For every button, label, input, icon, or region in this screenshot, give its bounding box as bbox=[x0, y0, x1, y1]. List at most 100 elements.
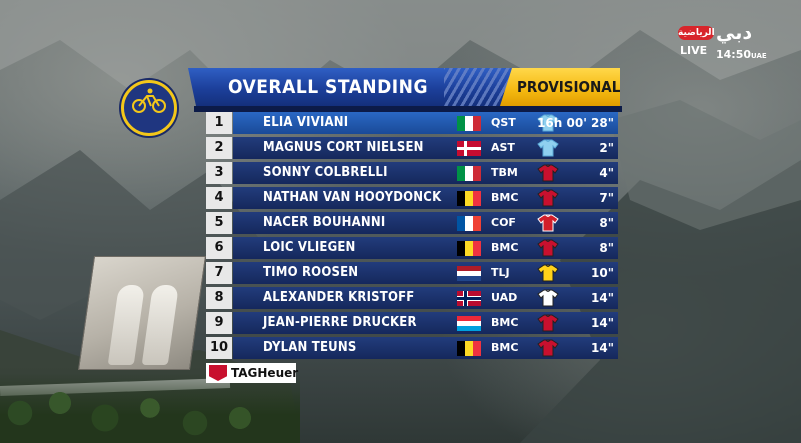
position: 3 bbox=[206, 162, 232, 184]
table-row: 5 NACER BOUHANNI COF 8" bbox=[206, 212, 618, 234]
jersey-icon bbox=[537, 164, 559, 182]
jersey-icon bbox=[537, 139, 559, 157]
row-bar: NATHAN VAN HOOYDONCK BMC 7" bbox=[233, 187, 618, 209]
jersey-icon bbox=[537, 314, 559, 332]
team-code: BMC bbox=[491, 341, 519, 354]
cyclist-icon bbox=[132, 88, 166, 113]
table-row: 8 ALEXANDER KRISTOFF UAD 14" bbox=[206, 287, 618, 309]
italy-flag-icon bbox=[457, 116, 481, 131]
jersey-icon bbox=[537, 189, 559, 207]
clock: 14:50UAE bbox=[716, 44, 768, 67]
rider-name: JEAN-PIERRE DRUCKER bbox=[263, 315, 417, 330]
broadcaster-logo: الرياضية دبي LIVE 14:50UAE bbox=[676, 22, 772, 62]
rider-name: TIMO ROOSEN bbox=[263, 265, 359, 280]
position: 7 bbox=[206, 262, 232, 284]
team-code: AST bbox=[491, 141, 515, 154]
table-row: 3 SONNY COLBRELLI TBM 4" bbox=[206, 162, 618, 184]
status-label: PROVISIONAL bbox=[517, 78, 621, 96]
row-bar: ELIA VIVIANI QST 16h 00' 28" bbox=[233, 112, 618, 134]
tour-badge bbox=[121, 80, 177, 136]
gap-time: 10" bbox=[591, 266, 614, 280]
team-code: TBM bbox=[491, 166, 518, 179]
denmark-flag-icon bbox=[457, 141, 481, 156]
jersey-icon bbox=[537, 264, 559, 282]
jersey-icon bbox=[537, 289, 559, 307]
position: 10 bbox=[206, 337, 232, 359]
gap-time: 16h 00' 28" bbox=[537, 116, 614, 130]
table-row: 1 ELIA VIVIANI QST 16h 00' 28" bbox=[206, 112, 618, 134]
table-row: 7 TIMO ROOSEN TLJ 10" bbox=[206, 262, 618, 284]
channel-arabic-label: الرياضية bbox=[678, 26, 715, 40]
belgium-flag-icon bbox=[457, 191, 481, 206]
sponsor-name: TAGHeuer bbox=[231, 366, 299, 380]
row-bar: SONNY COLBRELLI TBM 4" bbox=[233, 162, 618, 184]
table-row: 4 NATHAN VAN HOOYDONCK BMC 7" bbox=[206, 187, 618, 209]
italy-flag-icon bbox=[457, 166, 481, 181]
rider-name: NACER BOUHANNI bbox=[263, 215, 386, 230]
position: 2 bbox=[206, 137, 232, 159]
team-code: UAD bbox=[491, 291, 518, 304]
team-code: BMC bbox=[491, 191, 519, 204]
position: 4 bbox=[206, 187, 232, 209]
france-flag-icon bbox=[457, 216, 481, 231]
gap-time: 2" bbox=[599, 141, 614, 155]
jersey-icon bbox=[537, 239, 559, 257]
gap-time: 14" bbox=[591, 316, 614, 330]
jersey-icon bbox=[537, 339, 559, 357]
gap-time: 14" bbox=[591, 341, 614, 355]
team-code: BMC bbox=[491, 316, 519, 329]
table-row: 6 LOIC VLIEGEN BMC 8" bbox=[206, 237, 618, 259]
norway-flag-icon bbox=[457, 291, 481, 306]
gap-time: 8" bbox=[599, 216, 614, 230]
rider-name: NATHAN VAN HOOYDONCK bbox=[263, 190, 442, 205]
belgium-flag-icon bbox=[457, 341, 481, 356]
standings-title: OVERALL STANDING bbox=[228, 76, 428, 98]
rider-name: ELIA VIVIANI bbox=[263, 115, 349, 130]
position: 6 bbox=[206, 237, 232, 259]
luxembourg-flag-icon bbox=[457, 316, 481, 331]
header-stripes bbox=[444, 68, 512, 106]
row-bar: LOIC VLIEGEN BMC 8" bbox=[233, 237, 618, 259]
team-code: BMC bbox=[491, 241, 519, 254]
sponsor-logo: TAGHeuer bbox=[206, 363, 299, 383]
trees bbox=[0, 373, 300, 443]
clock-timezone: UAE bbox=[751, 52, 767, 60]
rider-name: ALEXANDER KRISTOFF bbox=[263, 290, 415, 305]
gap-time: 7" bbox=[599, 191, 614, 205]
row-bar: DYLAN TEUNS BMC 14" bbox=[233, 337, 618, 359]
sponsor-shield-icon bbox=[209, 365, 227, 381]
position: 8 bbox=[206, 287, 232, 309]
position: 5 bbox=[206, 212, 232, 234]
rider-name: SONNY COLBRELLI bbox=[263, 165, 388, 180]
status-panel bbox=[500, 68, 620, 106]
table-row: 10 DYLAN TEUNS BMC 14" bbox=[206, 337, 618, 359]
jersey-icon bbox=[537, 214, 559, 232]
gap-time: 14" bbox=[591, 291, 614, 305]
standings-table: 1 ELIA VIVIANI QST 16h 00' 28" 2 MAGNUS CORT … bbox=[206, 112, 618, 362]
channel-logo-text: دبي bbox=[716, 22, 753, 44]
row-bar: NACER BOUHANNI COF 8" bbox=[233, 212, 618, 234]
team-code: COF bbox=[491, 216, 516, 229]
header-underline bbox=[194, 106, 622, 112]
row-bar: JEAN-PIERRE DRUCKER BMC 14" bbox=[233, 312, 618, 334]
rider-name: MAGNUS CORT NIELSEN bbox=[263, 140, 424, 155]
rider-name: DYLAN TEUNS bbox=[263, 340, 357, 355]
team-code: TLJ bbox=[491, 266, 510, 279]
gap-time: 8" bbox=[599, 241, 614, 255]
position: 9 bbox=[206, 312, 232, 334]
belgium-flag-icon bbox=[457, 241, 481, 256]
position: 1 bbox=[206, 112, 232, 134]
team-code: QST bbox=[491, 116, 516, 129]
table-row: 9 JEAN-PIERRE DRUCKER BMC 14" bbox=[206, 312, 618, 334]
row-bar: MAGNUS CORT NIELSEN AST 2" bbox=[233, 137, 618, 159]
gap-time: 4" bbox=[599, 166, 614, 180]
rider-name: LOIC VLIEGEN bbox=[263, 240, 356, 255]
live-indicator: LIVE bbox=[680, 44, 708, 57]
clock-time: 14:50 bbox=[716, 48, 752, 61]
row-bar: TIMO ROOSEN TLJ 10" bbox=[233, 262, 618, 284]
jersey-icon bbox=[537, 114, 559, 132]
table-row: 2 MAGNUS CORT NIELSEN AST 2" bbox=[206, 137, 618, 159]
netherlands-flag-icon bbox=[457, 266, 481, 281]
monument-image bbox=[77, 256, 207, 370]
row-bar: ALEXANDER KRISTOFF UAD 14" bbox=[233, 287, 618, 309]
